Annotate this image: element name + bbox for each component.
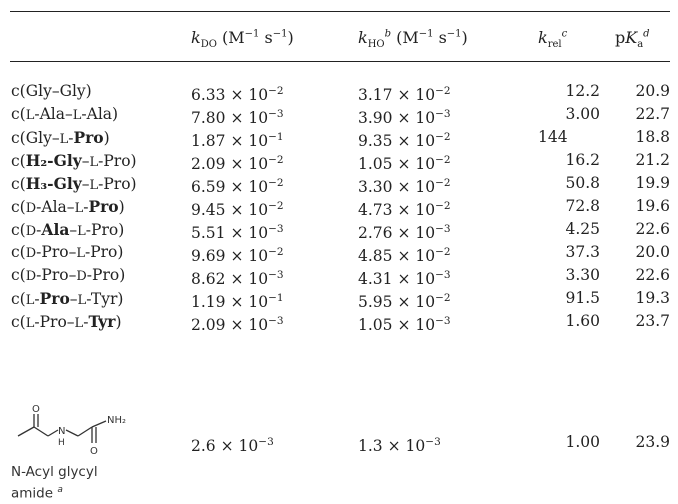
table-row: c(D-Ala–L-Pro) 5.51 × 10−3 2.76 × 10−3 4.25… [0, 218, 678, 242]
kho-value: 1.05 × 10−2 [358, 154, 451, 173]
table-row-n-acyl-glycyl-amide: 2.6 × 10−3 1.3 × 10−3 1.00 23.9 [0, 431, 678, 455]
kho-value: 3.17 × 10−2 [358, 85, 451, 104]
compound-name: c(D-Ala–L-Pro) [11, 197, 125, 216]
header-kdo: kDO (M−1 s−1) [191, 28, 294, 51]
table-row: c(L-Ala–L-Ala) 7.80 × 10−3 3.90 × 10−3 3.00… [0, 103, 678, 127]
table-row: c(D-Ala–L-Pro) 9.45 × 10−2 4.73 × 10−2 72.8… [0, 195, 678, 219]
kdo-value: 2.09 × 10−3 [191, 315, 284, 334]
atom-n: N [58, 426, 65, 437]
krel-value: 37.3 [565, 243, 600, 261]
krel-value: 50.8 [565, 174, 600, 192]
compound-name: c(D-Pro–L-Pro) [11, 243, 124, 261]
compound-name: c(Gly–Gly) [11, 82, 92, 100]
kdo-value: 9.45 × 10−2 [191, 200, 284, 219]
pka-value: 19.3 [635, 289, 670, 307]
kdo-value: 1.19 × 10−1 [191, 292, 284, 311]
kho-value: 9.35 × 10−2 [358, 131, 451, 150]
krel-value: 3.00 [565, 105, 600, 123]
table-row: c(H₃-Gly–L-Pro) 6.59 × 10−2 3.30 × 10−2 50.… [0, 172, 678, 196]
kdo-value: 2.09 × 10−2 [191, 154, 284, 173]
pka-value: 23.9 [635, 433, 670, 451]
krel-value: 91.5 [565, 289, 600, 307]
kho-value: 3.30 × 10−2 [358, 177, 451, 196]
table-row: c(Gly–L-Pro) 1.87 × 10−1 9.35 × 10−2 144 18.… [0, 126, 678, 150]
kdo-value: 8.62 × 10−3 [191, 269, 284, 288]
kho-value: 4.85 × 10−2 [358, 246, 451, 265]
atom-o-top: O [32, 404, 40, 415]
kho-value: 5.95 × 10−2 [358, 292, 451, 311]
krel-value: 16.2 [565, 151, 600, 169]
krel-value: 3.30 [565, 266, 600, 284]
krel-value: 1.00 [565, 433, 600, 451]
compound-name: c(D-Pro–D-Pro) [11, 266, 126, 284]
compound-name: c(H₃-Gly–L-Pro) [11, 174, 137, 193]
kdo-value: 2.6 × 10−3 [191, 436, 274, 455]
n-acyl-glycyl-amide-structure: O N H NH₂ O [17, 404, 126, 457]
kdo-value: 9.69 × 10−2 [191, 246, 284, 265]
krel-value: 12.2 [565, 82, 600, 100]
pka-value: 19.6 [635, 197, 670, 215]
structure-label-line2: amide a [11, 485, 63, 502]
krel-value: 4.25 [565, 220, 600, 238]
pka-value: 20.0 [635, 243, 670, 261]
pka-value: 20.9 [635, 82, 670, 100]
table-row: c(H₂-Gly–L-Pro) 2.09 × 10−2 1.05 × 10−2 16.… [0, 149, 678, 173]
table-row: c(L-Pro–L-Tyr) 1.19 × 10−1 5.95 × 10−2 91.5… [0, 287, 678, 311]
atom-h: H [58, 438, 65, 448]
table-row: c(D-Pro–D-Pro) 8.62 × 10−3 4.31 × 10−3 3.30… [0, 264, 678, 288]
compound-name: c(L-Ala–L-Ala) [11, 105, 119, 123]
krel-value: 144 [538, 128, 568, 146]
krel-value: 1.60 [565, 312, 600, 330]
pka-value: 21.2 [635, 151, 670, 169]
compound-name: c(L-Pro–L-Tyr) [11, 312, 122, 331]
kdo-value: 5.51 × 10−3 [191, 223, 284, 242]
atom-nh2: NH₂ [107, 415, 126, 426]
atom-o-bottom: O [90, 446, 98, 457]
kho-value: 1.05 × 10−3 [358, 315, 451, 334]
kdo-value: 7.80 × 10−3 [191, 108, 284, 127]
header-kho: kHOb (M−1 s−1) [358, 28, 468, 51]
pka-value: 22.6 [635, 220, 670, 238]
header-pka: pKad [615, 28, 650, 51]
kdo-value: 1.87 × 10−1 [191, 131, 284, 150]
pka-value: 23.7 [635, 312, 670, 330]
kho-value: 2.76 × 10−3 [358, 223, 451, 242]
compound-name: c(L-Pro–L-Tyr) [11, 289, 124, 308]
structure-label-line1: N-Acyl glycyl [11, 464, 98, 480]
table-mid-rule [10, 61, 670, 62]
pka-value: 18.8 [635, 128, 670, 146]
pka-value: 22.6 [635, 266, 670, 284]
table-row: c(D-Pro–L-Pro) 9.69 × 10−2 4.85 × 10−2 37.3… [0, 241, 678, 265]
compound-name: c(Gly–L-Pro) [11, 128, 110, 147]
kho-value: 3.90 × 10−3 [358, 108, 451, 127]
header-krel: krelc [538, 28, 568, 51]
compound-name: c(H₂-Gly–L-Pro) [11, 151, 137, 170]
kho-value: 1.3 × 10−3 [358, 436, 441, 455]
kho-value: 4.73 × 10−2 [358, 200, 451, 219]
kdo-value: 6.59 × 10−2 [191, 177, 284, 196]
krel-value: 72.8 [565, 197, 600, 215]
pka-value: 22.7 [635, 105, 670, 123]
kho-value: 4.31 × 10−3 [358, 269, 451, 288]
table-row: c(Gly–Gly) 6.33 × 10−2 3.17 × 10−2 12.2 20.9 [0, 80, 678, 104]
compound-name: c(D-Ala–L-Pro) [11, 220, 125, 239]
kdo-value: 6.33 × 10−2 [191, 85, 284, 104]
pka-value: 19.9 [635, 174, 670, 192]
table-row: c(L-Pro–L-Tyr) 2.09 × 10−3 1.05 × 10−3 1.60… [0, 310, 678, 334]
table-top-rule [10, 11, 670, 13]
